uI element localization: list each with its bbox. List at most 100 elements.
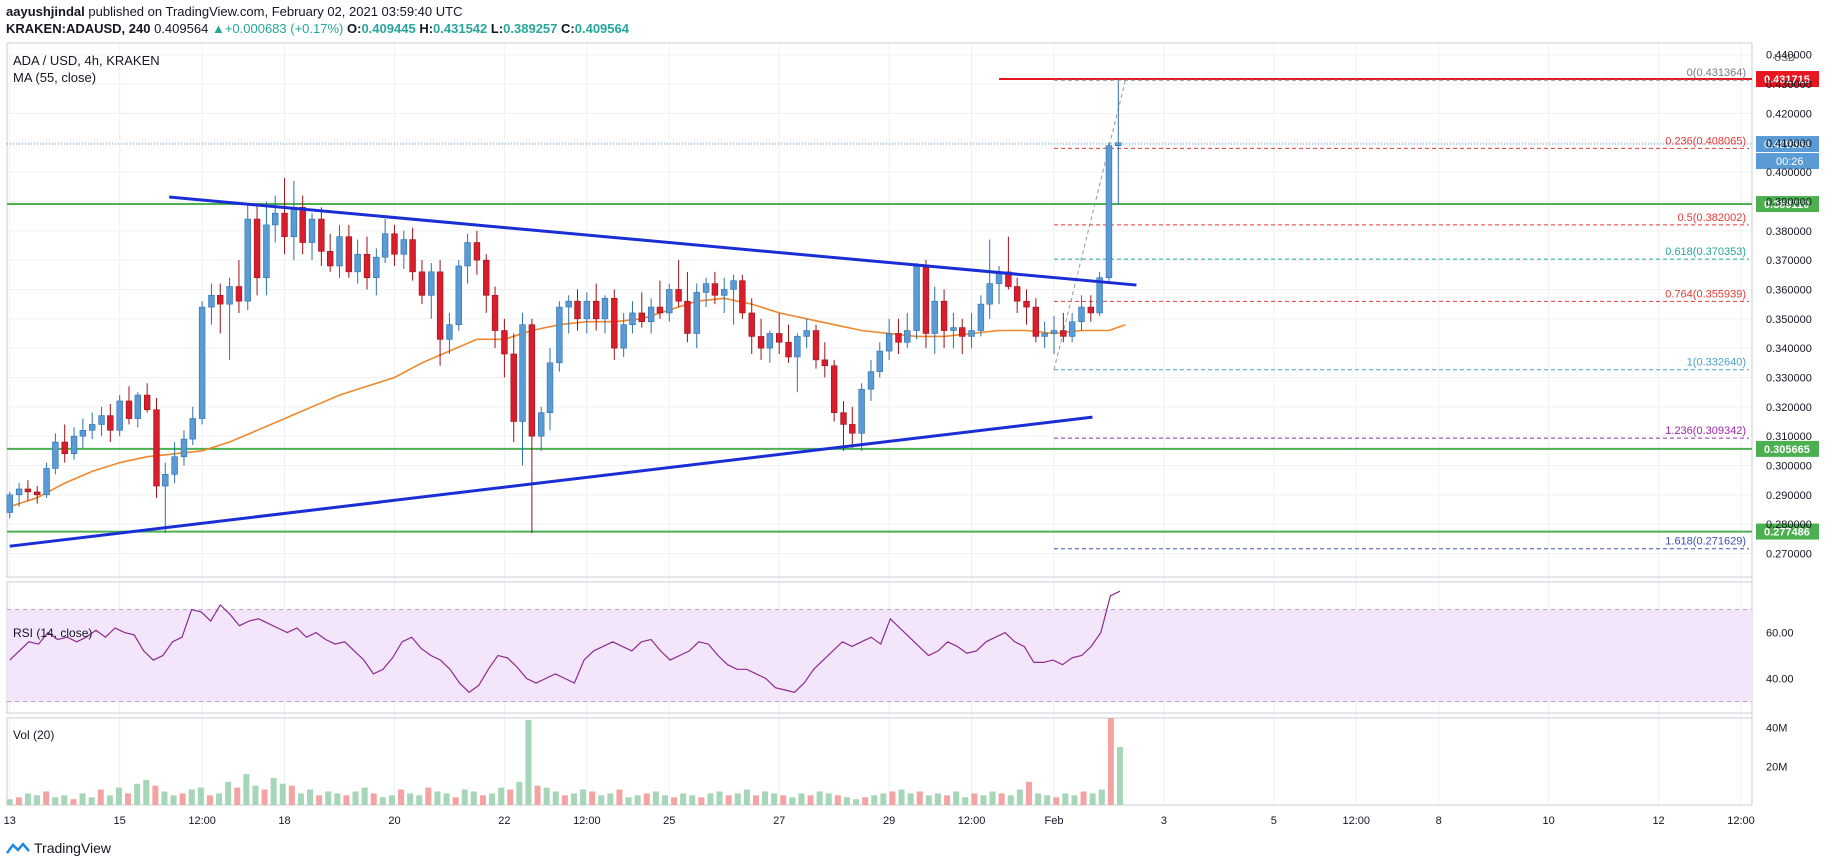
volume-tick-label: 20M (1766, 761, 1787, 773)
descending-trendline (168, 195, 1137, 287)
fib-level-label: 1(0.332640) (1687, 357, 1746, 369)
volume-bar (1116, 747, 1123, 805)
last-price-tag (1756, 136, 1819, 153)
price-tick-label: 0.430000 (1766, 79, 1812, 91)
candle-body (318, 218, 325, 252)
candle-body (647, 306, 655, 323)
candle-body (629, 312, 636, 325)
price-axis[interactable]: 40.00 60.00 0.389110 0.305665 0.277486 0.4317… (1756, 50, 1819, 774)
author-name[interactable]: aayushjindal (6, 4, 85, 19)
candle-body (977, 303, 985, 331)
volume-bar (789, 797, 796, 805)
symbol-label: KRAKEN:ADAUSD, 240 (6, 21, 151, 36)
volume-bar (898, 789, 905, 805)
volume-bar (234, 787, 241, 805)
time-axis[interactable]: 13 15 12:00 18 20 22 12:00 25 27 29 12:00 Feb 3 5 12:0… (4, 815, 1755, 827)
time-tick-label: 12:00 (1343, 815, 1371, 827)
time-tick-label: 22 (498, 815, 510, 827)
candle-body (244, 218, 251, 302)
candle-body (418, 271, 426, 296)
candle-body (574, 300, 581, 320)
candle-body (308, 218, 316, 243)
rsi-band-fill (7, 609, 1752, 702)
candle-body (1060, 330, 1067, 337)
candle-body (858, 388, 865, 434)
volume-bar (206, 795, 213, 805)
price-tick-label: 0.420000 (1766, 108, 1812, 120)
main-pane-border (6, 42, 1753, 578)
volume-bar (489, 793, 496, 805)
time-tick-label: 3 (1161, 815, 1167, 827)
candle-body (638, 312, 645, 323)
fib-level-label: 1.236(0.309342) (1665, 425, 1746, 437)
candle-body (1041, 333, 1048, 337)
candle-body (913, 265, 920, 331)
open-label: O: (347, 21, 362, 36)
volume-bar (680, 793, 687, 805)
time-tick-label: Feb (1045, 815, 1064, 827)
candle-body (721, 289, 728, 296)
volume-bar (352, 791, 359, 805)
rsi-line (9, 590, 1121, 694)
fibonacci-retracement[interactable]: 0(0.431364) 0.236(0.408065) 0.5(0.382002) 0… (1053, 67, 1749, 550)
volume-bar (1016, 789, 1023, 805)
candle-body (730, 280, 737, 290)
ohlc-line: KRAKEN:ADAUSD, 240 0.409564 ▲+0.000683 (… (6, 21, 629, 36)
volume-bar (370, 793, 377, 805)
candle-body (98, 415, 105, 425)
volume-bar (161, 791, 168, 805)
rsi-tick-label: 40.00 (1766, 674, 1794, 686)
volume-bar (1098, 789, 1105, 805)
price-tick-label: 0.310000 (1766, 431, 1812, 443)
fib-level-label: 0.236(0.408065) (1665, 135, 1746, 147)
volume-bar (589, 791, 596, 805)
rising-trendline (9, 415, 1093, 548)
volume-bar (771, 793, 778, 805)
support-resistance-levels (7, 78, 1752, 533)
volume-bar (552, 791, 559, 805)
volume-bar (916, 791, 923, 805)
countdown-tag (1756, 153, 1819, 170)
volume-bar (743, 789, 750, 805)
volume-bar (279, 783, 286, 805)
price-tick-label: 0.270000 (1766, 549, 1812, 561)
candle-body (52, 441, 59, 469)
volume-bar (115, 787, 122, 805)
volume-bar (989, 791, 996, 805)
candle-body (143, 394, 151, 411)
tradingview-footer[interactable]: TradingView (6, 840, 111, 856)
trendlines[interactable] (9, 195, 1137, 548)
publish-line: aayushjindal published on TradingView.co… (6, 4, 462, 19)
candle-body (601, 297, 609, 320)
candle-body (455, 265, 462, 325)
open-value: 0.409445 (361, 21, 416, 36)
high-label: H: (419, 21, 434, 36)
volume-bar (470, 791, 477, 805)
pair-legend: ADA / USD, 4h, KRAKEN (13, 53, 160, 68)
volume-bar (343, 795, 350, 805)
volume-bar (843, 797, 850, 805)
candle-body (528, 324, 536, 437)
candle-body (931, 300, 938, 334)
candle-body (849, 424, 856, 434)
candle-body (363, 253, 371, 279)
candle-body (226, 286, 233, 305)
candle-body (620, 324, 627, 349)
volume-bar (316, 795, 323, 805)
vol-legend: Vol (20) (13, 728, 54, 742)
candle-body (702, 283, 710, 293)
high-value: 0.431542 (433, 21, 488, 36)
candle-body (391, 233, 398, 255)
candle-body (162, 474, 169, 487)
candle-body (381, 233, 389, 258)
volume-bar (862, 797, 869, 805)
volume-bar (216, 793, 223, 805)
candle-body (739, 280, 746, 314)
moving-average (9, 297, 1126, 508)
candle-body (299, 207, 306, 243)
time-tick-label: 12:00 (573, 815, 601, 827)
volume-bar (944, 795, 951, 805)
candle-body (171, 456, 178, 475)
candle-body (43, 468, 50, 496)
